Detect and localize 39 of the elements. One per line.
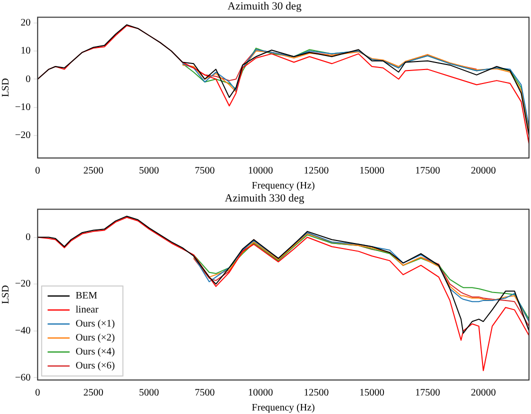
y-tick-label: 0	[26, 232, 31, 243]
legend-label: BEM	[76, 290, 98, 302]
x-tick-label: 10000	[248, 166, 273, 177]
y-tick-label: 10	[20, 46, 31, 57]
x-tick-label: 20000	[470, 166, 496, 177]
x-tick-label: 20000	[470, 388, 496, 399]
x-axis-title: Frequency (Hz)	[252, 402, 315, 414]
y-axis-title: LSD	[0, 78, 12, 98]
x-tick-label: 7500	[194, 388, 215, 399]
x-tick-label: 17500	[415, 388, 440, 399]
legend-label: Ours (×6)	[76, 360, 115, 372]
x-tick-label: 0	[35, 388, 40, 399]
x-tick-label: 17500	[415, 166, 440, 177]
y-tick-label: −20	[15, 278, 31, 290]
y-tick-label: −20	[15, 130, 31, 142]
y-tick-label: 20	[20, 17, 31, 28]
y-tick-label: −40	[15, 325, 31, 336]
y-tick-label: 0	[26, 74, 31, 85]
x-tick-label: 15000	[359, 388, 384, 399]
legend-label: Ours (×2)	[76, 332, 115, 344]
x-tick-label: 5000	[139, 166, 160, 177]
x-tick-label: 2500	[83, 388, 104, 399]
x-tick-label: 5000	[139, 388, 160, 399]
x-tick-label: 7500	[194, 166, 215, 177]
x-tick-label: 12500	[304, 388, 329, 399]
x-tick-label: 10000	[248, 388, 273, 399]
legend-label: Ours (×1)	[76, 318, 115, 330]
y-tick-label: −10	[15, 102, 31, 113]
x-tick-label: 0	[35, 166, 40, 177]
chart-title: Azimuith 330 deg	[224, 192, 305, 204]
y-tick-label: −60	[15, 372, 31, 384]
legend-label: Ours (×4)	[76, 346, 115, 358]
legend-label: linear	[76, 304, 100, 316]
x-axis-title: Frequency (Hz)	[252, 180, 315, 192]
y-axis-title: LSD	[0, 285, 12, 304]
x-tick-label: 2500	[83, 166, 104, 177]
chart-title: Azimuith 30 deg	[228, 0, 302, 12]
x-tick-label: 15000	[359, 166, 384, 177]
x-tick-label: 12500	[304, 166, 329, 177]
